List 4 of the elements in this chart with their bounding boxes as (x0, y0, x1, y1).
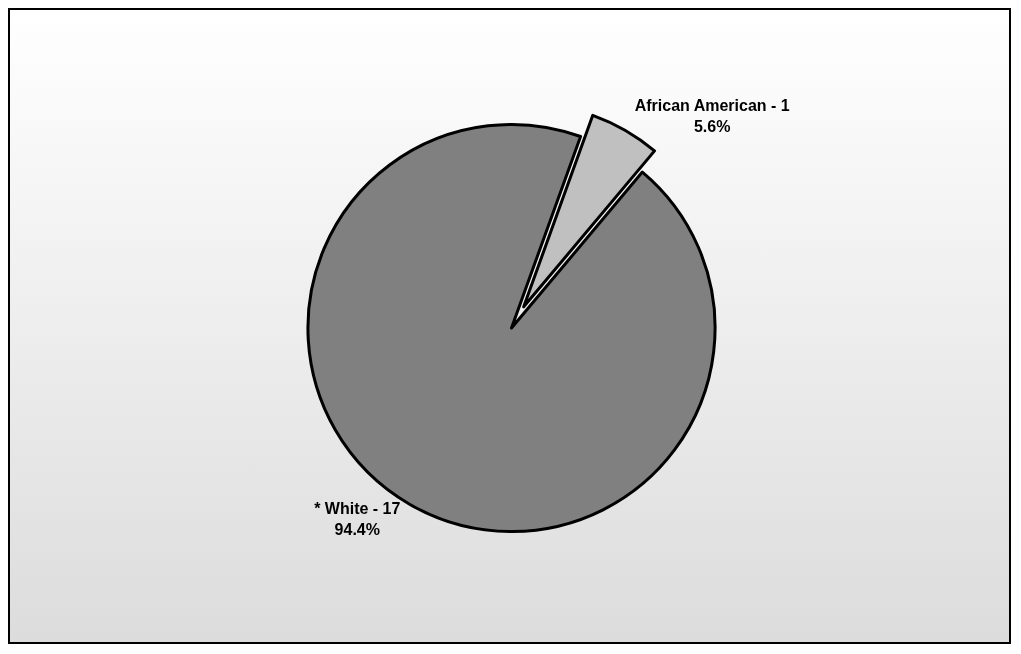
slice-label: * White - 17 (314, 499, 401, 517)
data-label: 5.6% (693, 118, 731, 136)
slice-label: African American - 1 (634, 97, 790, 115)
data-label: 94.4% (334, 520, 380, 538)
